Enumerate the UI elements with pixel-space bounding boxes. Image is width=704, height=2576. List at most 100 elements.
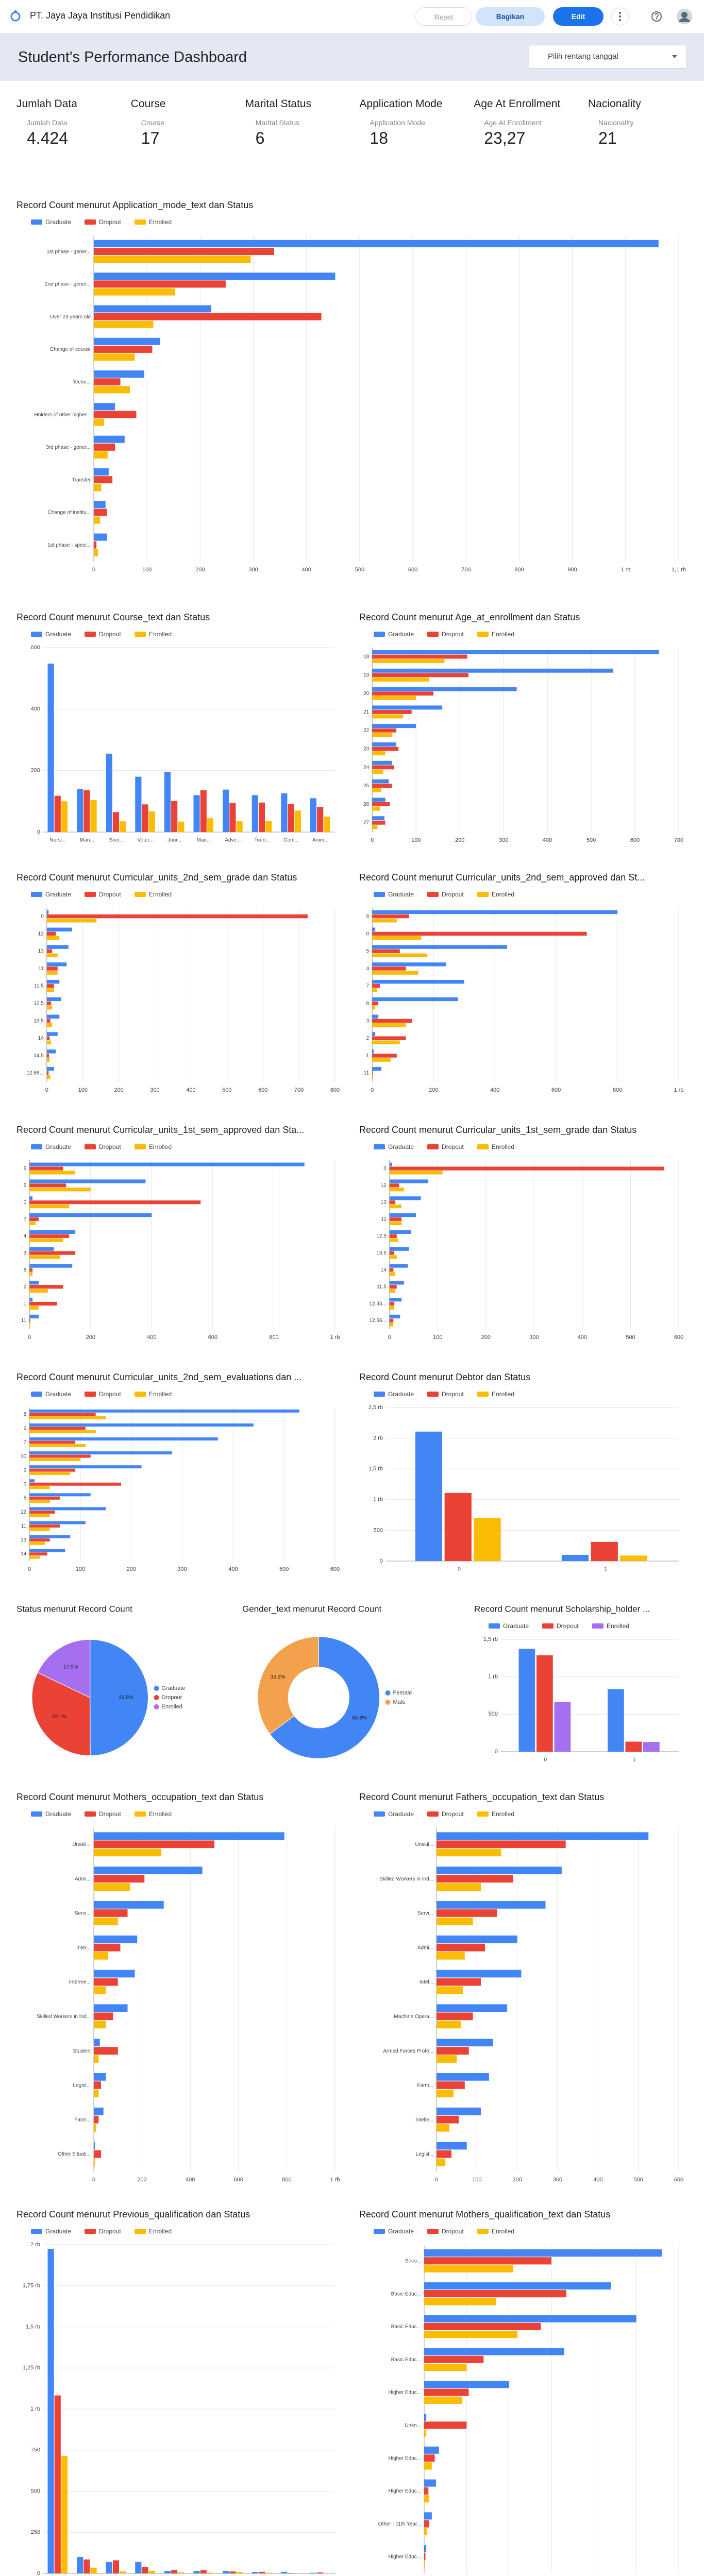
y-tick-label: 1 bbox=[366, 1053, 370, 1059]
bar bbox=[46, 936, 60, 940]
legend-swatch bbox=[31, 632, 42, 637]
y-tick-label: 0 bbox=[37, 829, 40, 835]
bar bbox=[61, 801, 68, 832]
reset-button[interactable]: Reset bbox=[415, 7, 472, 26]
bar bbox=[29, 1538, 50, 1542]
chart: Record Count menurut Mothers_qualificati… bbox=[359, 2209, 679, 2573]
bar bbox=[94, 2150, 102, 2158]
bar bbox=[620, 1555, 647, 1561]
legend-label: Enrolled bbox=[149, 2228, 172, 2235]
bar bbox=[437, 2150, 451, 2158]
x-tick-label: Com... bbox=[283, 838, 298, 843]
chart: Record Count menurut Application_mode_te… bbox=[16, 200, 686, 573]
legend-label: Graduate bbox=[45, 1391, 71, 1398]
y-tick-label: 3 bbox=[366, 1018, 370, 1024]
bar bbox=[424, 2355, 484, 2363]
bar bbox=[372, 927, 376, 931]
bar bbox=[424, 2487, 429, 2495]
bar bbox=[29, 1454, 91, 1458]
y-tick-label: 4 bbox=[24, 1233, 27, 1239]
bar bbox=[29, 1196, 33, 1200]
bar bbox=[90, 800, 97, 832]
legend-label: Enrolled bbox=[492, 631, 514, 638]
chart: Record Count menurut Mothers_occupation_… bbox=[16, 1792, 340, 2183]
bar bbox=[29, 1285, 63, 1289]
y-tick-label: Interme... bbox=[69, 1979, 91, 1985]
y-tick-label: 12.5 bbox=[33, 1001, 44, 1007]
bar bbox=[372, 936, 422, 940]
y-tick-label: Servi... bbox=[417, 1911, 433, 1917]
bar bbox=[120, 2571, 126, 2573]
bar bbox=[29, 1482, 122, 1486]
bar bbox=[29, 1281, 39, 1285]
legend-swatch bbox=[374, 1144, 385, 1149]
bar bbox=[372, 949, 400, 953]
bar bbox=[148, 811, 155, 832]
scorecard: Application Mode Application Mode 18 bbox=[359, 98, 467, 149]
bar bbox=[372, 673, 469, 677]
bar bbox=[29, 1217, 39, 1222]
legend-label: Graduate bbox=[388, 2228, 414, 2235]
bar bbox=[389, 1314, 400, 1319]
y-tick-label: Higher Educ... bbox=[389, 2488, 421, 2494]
y-tick-label: 2 rb bbox=[30, 2242, 40, 2248]
legend-swatch bbox=[154, 1695, 159, 1700]
bar bbox=[389, 1268, 394, 1272]
legend-label: Graduate bbox=[388, 631, 414, 638]
bar bbox=[437, 1883, 481, 1891]
bar bbox=[94, 435, 125, 443]
bar bbox=[389, 1289, 396, 1293]
y-tick-label: 0 bbox=[37, 2570, 40, 2576]
bar bbox=[372, 1005, 376, 1010]
bar bbox=[29, 1437, 218, 1440]
avatar[interactable] bbox=[676, 8, 693, 25]
date-picker[interactable]: Pilih rentang tanggal bbox=[529, 45, 687, 69]
bar bbox=[554, 1702, 571, 1752]
scorecard-value: 17 bbox=[141, 129, 160, 147]
bar bbox=[46, 927, 72, 931]
bar bbox=[29, 1323, 30, 1327]
legend-swatch bbox=[154, 1704, 159, 1709]
bar bbox=[424, 2388, 469, 2396]
x-tick-label: 400 bbox=[186, 2177, 195, 2183]
bar bbox=[372, 967, 406, 971]
bar bbox=[372, 820, 385, 825]
bar bbox=[223, 2571, 229, 2573]
y-tick-label: Skilled Workers in Ind... bbox=[379, 1876, 433, 1882]
scorecard-title: Jumlah Data bbox=[16, 98, 77, 110]
bar bbox=[164, 772, 171, 832]
x-tick-label: 500 bbox=[633, 2177, 643, 2183]
bar bbox=[372, 914, 409, 919]
bar bbox=[112, 812, 120, 832]
y-tick-label: 0 bbox=[24, 1200, 27, 1206]
help-button[interactable] bbox=[650, 10, 663, 23]
bar bbox=[372, 677, 429, 682]
legend-swatch bbox=[31, 1144, 42, 1149]
bar bbox=[94, 345, 153, 353]
more-button[interactable] bbox=[611, 7, 629, 26]
legend-label: Dropout bbox=[442, 1810, 464, 1818]
x-tick-label: 200 bbox=[137, 2177, 146, 2183]
bar bbox=[437, 1909, 497, 1917]
y-tick-label: 500 bbox=[31, 2488, 40, 2494]
x-tick-label: 1 rb bbox=[621, 567, 630, 573]
x-tick-label: 1 bbox=[633, 1757, 636, 1763]
edit-button[interactable]: Edit bbox=[553, 7, 604, 26]
slice-label: 49.9% bbox=[119, 1695, 133, 1701]
bar bbox=[372, 1036, 406, 1040]
bar bbox=[561, 1554, 589, 1561]
scorecard: Course Course 17 bbox=[131, 98, 239, 149]
bar bbox=[94, 256, 251, 263]
share-button[interactable]: Bagikan bbox=[476, 7, 545, 26]
x-tick-label: 600 bbox=[258, 1087, 267, 1093]
bar bbox=[372, 931, 587, 936]
bar bbox=[389, 1234, 397, 1238]
y-tick-label: Inter... bbox=[76, 1945, 91, 1951]
scorecard-label: Age At Enrollment bbox=[484, 118, 542, 127]
scorecard-title: Course bbox=[130, 98, 166, 110]
y-tick-label: Techn... bbox=[73, 379, 91, 385]
bar bbox=[77, 2557, 83, 2573]
bar bbox=[94, 273, 336, 280]
bar bbox=[46, 1075, 51, 1079]
bar bbox=[625, 1741, 642, 1752]
